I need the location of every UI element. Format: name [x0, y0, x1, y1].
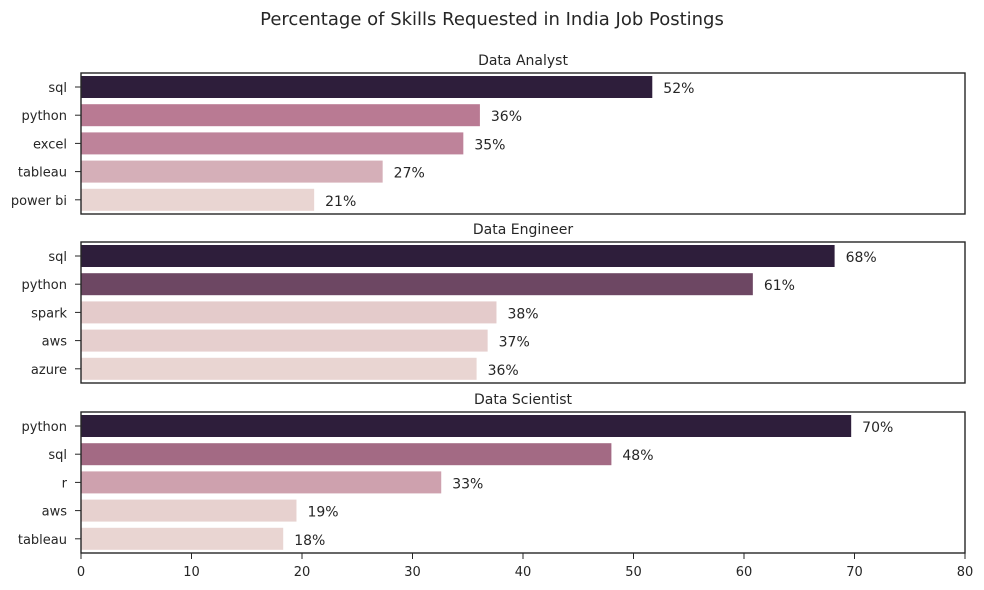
bar	[81, 132, 464, 155]
bar	[81, 415, 852, 437]
bar	[81, 245, 835, 267]
panel-frame	[80, 241, 966, 384]
x-tick-label: 80	[957, 565, 974, 580]
data-label: 35%	[474, 137, 505, 153]
chart-title: Percentage of Skills Requested in India …	[260, 9, 724, 30]
category-tick-label: aws	[42, 505, 68, 520]
bar	[81, 471, 442, 494]
x-tick-label: 20	[294, 565, 311, 580]
bar	[81, 301, 497, 324]
x-tick-label: 40	[515, 565, 532, 580]
data-label: 36%	[488, 363, 519, 379]
category-tick-label: r	[62, 476, 68, 491]
data-label: 19%	[307, 505, 338, 521]
category-tick-label: python	[22, 278, 67, 293]
x-tick-label: 10	[183, 565, 200, 580]
panel-title: Data Scientist	[474, 392, 573, 408]
data-label: 52%	[663, 81, 694, 97]
category-tick-label: excel	[33, 137, 67, 152]
category-tick-label: tableau	[18, 166, 67, 181]
data-label: 61%	[764, 278, 795, 294]
bar	[81, 527, 284, 550]
panel-title: Data Analyst	[478, 53, 568, 69]
panel-title: Data Engineer	[473, 222, 573, 238]
x-tick-label: 60	[736, 565, 753, 580]
bar	[81, 443, 612, 466]
panel-frame	[80, 72, 966, 215]
data-label: 33%	[452, 476, 483, 492]
data-label: 18%	[294, 533, 325, 549]
bar	[81, 104, 480, 127]
data-label: 37%	[499, 335, 530, 351]
bar	[81, 357, 477, 380]
data-label: 27%	[394, 166, 425, 182]
data-label: 68%	[846, 250, 877, 266]
x-tick-label: 30	[404, 565, 421, 580]
data-label: 70%	[862, 420, 893, 436]
category-tick-label: sql	[48, 448, 67, 463]
category-tick-label: power bi	[11, 194, 67, 209]
data-label: 21%	[325, 194, 356, 210]
bar	[81, 329, 488, 352]
category-tick-label: sql	[48, 81, 67, 96]
category-tick-label: aws	[42, 335, 68, 350]
data-label: 48%	[622, 448, 653, 464]
bar	[81, 273, 753, 296]
bar	[81, 76, 653, 98]
x-tick-label: 50	[625, 565, 642, 580]
category-tick-label: python	[22, 109, 67, 124]
category-tick-label: python	[22, 420, 67, 435]
category-tick-label: azure	[31, 363, 67, 378]
bar	[81, 188, 315, 211]
category-tick-label: tableau	[18, 533, 67, 548]
bar	[81, 499, 297, 522]
bar	[81, 160, 383, 183]
category-tick-label: sql	[48, 250, 67, 265]
category-tick-label: spark	[31, 306, 67, 321]
data-label: 36%	[491, 109, 522, 125]
data-label: 38%	[507, 306, 538, 322]
x-tick-label: 0	[77, 565, 85, 580]
x-tick-label: 70	[846, 565, 863, 580]
